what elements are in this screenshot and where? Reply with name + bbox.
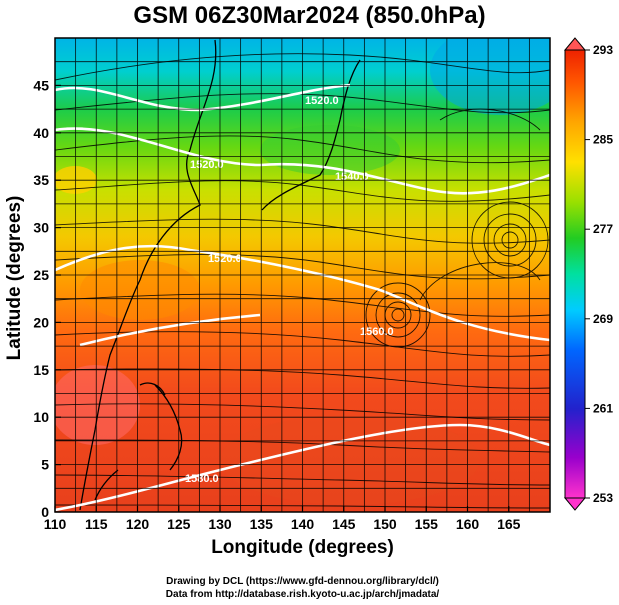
colorbar-tick-label: 269 bbox=[593, 312, 613, 326]
axes: 110 115 120 125 130 135 140 145 150 155 160 165 0 5 10… bbox=[33, 77, 520, 532]
x-tick-label: 160 bbox=[456, 516, 480, 532]
y-tick-label: 0 bbox=[41, 504, 49, 520]
hot-region-southwest bbox=[55, 365, 140, 445]
colorbar-bottom-arrow bbox=[563, 497, 587, 511]
x-tick-label: 135 bbox=[250, 516, 274, 532]
colorbar: 253 261 269 277 285 293 bbox=[563, 37, 613, 511]
colorbar-tick-label: 293 bbox=[593, 43, 613, 57]
x-tick-label: 155 bbox=[415, 516, 439, 532]
colorbar-scale bbox=[564, 49, 586, 499]
y-tick-label: 40 bbox=[33, 125, 49, 141]
warm-region-mid bbox=[80, 260, 200, 320]
coastlines bbox=[79, 39, 361, 511]
contour-label-2: 1520.0 bbox=[190, 159, 224, 171]
contour-label-4: 1520.0 bbox=[208, 253, 242, 265]
x-tick-label: 140 bbox=[291, 516, 315, 532]
credit-drawing: Drawing by DCL (https://www.gfd-dennou.o… bbox=[166, 576, 439, 587]
x-tick-label: 145 bbox=[332, 516, 356, 532]
x-tick-label: 125 bbox=[167, 516, 191, 532]
y-tick-label: 10 bbox=[33, 409, 49, 425]
y-tick-label: 30 bbox=[33, 220, 49, 236]
y-tick-label: 45 bbox=[33, 77, 49, 93]
green-region bbox=[260, 125, 400, 175]
map-title: GSM 06Z30Mar2024 (850.0hPa) bbox=[133, 2, 486, 29]
colorbar-tick-label: 285 bbox=[593, 133, 613, 147]
cold-region-northeast bbox=[430, 38, 550, 115]
x-tick-label: 150 bbox=[373, 516, 397, 532]
contour-label-6: 1580.0 bbox=[185, 473, 219, 485]
x-tick-label: 120 bbox=[126, 516, 150, 532]
y-tick-label: 25 bbox=[33, 267, 49, 283]
contour-label-5: 1560.0 bbox=[360, 326, 394, 338]
x-tick-label: 130 bbox=[208, 516, 232, 532]
colorbar-tick-label: 277 bbox=[593, 222, 613, 236]
x-axis-label: Longitude (degrees) bbox=[211, 537, 394, 558]
colorbar-tick-label: 253 bbox=[593, 491, 613, 505]
y-tick-label: 35 bbox=[33, 172, 49, 188]
y-tick-label: 5 bbox=[41, 457, 49, 473]
x-tick-label: 110 bbox=[44, 516, 67, 532]
y-tick-label: 15 bbox=[33, 362, 49, 378]
height-contours bbox=[55, 83, 550, 512]
colorbar-tick-label: 261 bbox=[593, 401, 613, 415]
y-tick-label: 20 bbox=[33, 314, 49, 330]
map-grid bbox=[55, 38, 550, 512]
x-tick-label: 165 bbox=[497, 516, 521, 532]
contour-label-1: 1520.0 bbox=[305, 95, 339, 107]
credit-data: Data from http://database.rish.kyoto-u.a… bbox=[165, 589, 440, 600]
colorbar-top-arrow bbox=[563, 37, 587, 51]
contour-label-3: 1540.0 bbox=[335, 171, 369, 183]
x-tick-label: 115 bbox=[85, 516, 108, 532]
